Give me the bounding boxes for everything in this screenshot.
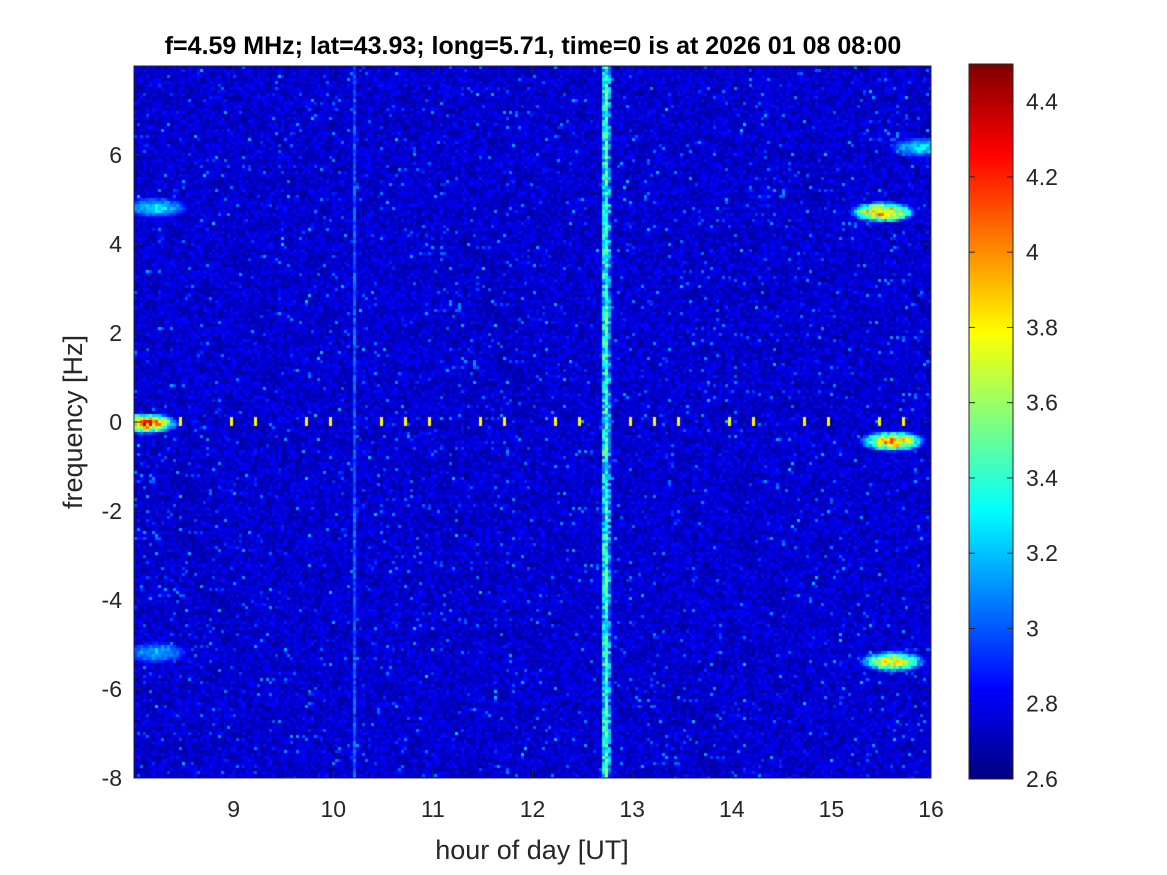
colorbar-frame <box>968 63 1014 780</box>
y-tick-label: -2 <box>102 498 122 524</box>
x-axis-ticks: 9 10 11 12 13 14 15 16 <box>227 66 944 822</box>
colorbar-tick-label: 4.4 <box>1026 89 1058 115</box>
y-tick-label: -6 <box>102 676 122 702</box>
y-tick-label: 0 <box>109 409 122 435</box>
x-tick-label: 16 <box>918 796 944 822</box>
heatmap-image <box>134 66 931 778</box>
x-tick-label: 9 <box>227 796 240 822</box>
x-tick-label: 15 <box>819 796 845 822</box>
colorbar-tick-label: 3.4 <box>1026 465 1058 491</box>
y-tick-label: 4 <box>109 231 122 257</box>
colorbar-gradient <box>969 64 1013 779</box>
x-tick-label: 12 <box>520 796 546 822</box>
colorbar-tick-label: 2.8 <box>1026 691 1058 717</box>
y-tick-label: 6 <box>109 142 122 168</box>
colorbar-tick-label: 3.8 <box>1026 314 1058 340</box>
colorbar-tick-label: 2.6 <box>1026 766 1058 792</box>
x-tick-label: 14 <box>719 796 745 822</box>
x-tick-label: 13 <box>619 796 645 822</box>
heatmap-canvas-holder <box>134 66 931 778</box>
x-tick-label: 10 <box>320 796 346 822</box>
y-axis-label: frequency [Hz] <box>58 335 88 509</box>
y-tick-label: 2 <box>109 320 122 346</box>
colorbar-tick-label: 4 <box>1026 239 1039 265</box>
y-tick-label: -8 <box>102 765 122 791</box>
y-tick-label: -4 <box>102 587 123 613</box>
chart-title: f=4.59 MHz; lat=43.93; long=5.71, time=0… <box>165 32 902 60</box>
x-axis-label: hour of day [UT] <box>435 835 629 865</box>
colorbar-tick-label: 3.6 <box>1026 390 1058 416</box>
colorbar-ticks: 2.6 2.8 3 3.2 3.4 3.6 3.8 4 4.2 4.4 <box>969 89 1058 792</box>
colorbar-tick-label: 4.2 <box>1026 164 1058 190</box>
colorbar-tick-label: 3 <box>1026 615 1039 641</box>
plot-area <box>133 65 932 779</box>
colorbar-canvas-holder <box>969 64 1013 779</box>
colorbar: 2.6 2.8 3 3.2 3.4 3.6 3.8 4 4.2 4.4 <box>968 63 1058 792</box>
y-axis-ticks: -8 -6 -4 -2 0 2 4 6 <box>102 142 931 791</box>
x-tick-label: 11 <box>421 796 445 822</box>
colorbar-tick-label: 3.2 <box>1026 540 1058 566</box>
